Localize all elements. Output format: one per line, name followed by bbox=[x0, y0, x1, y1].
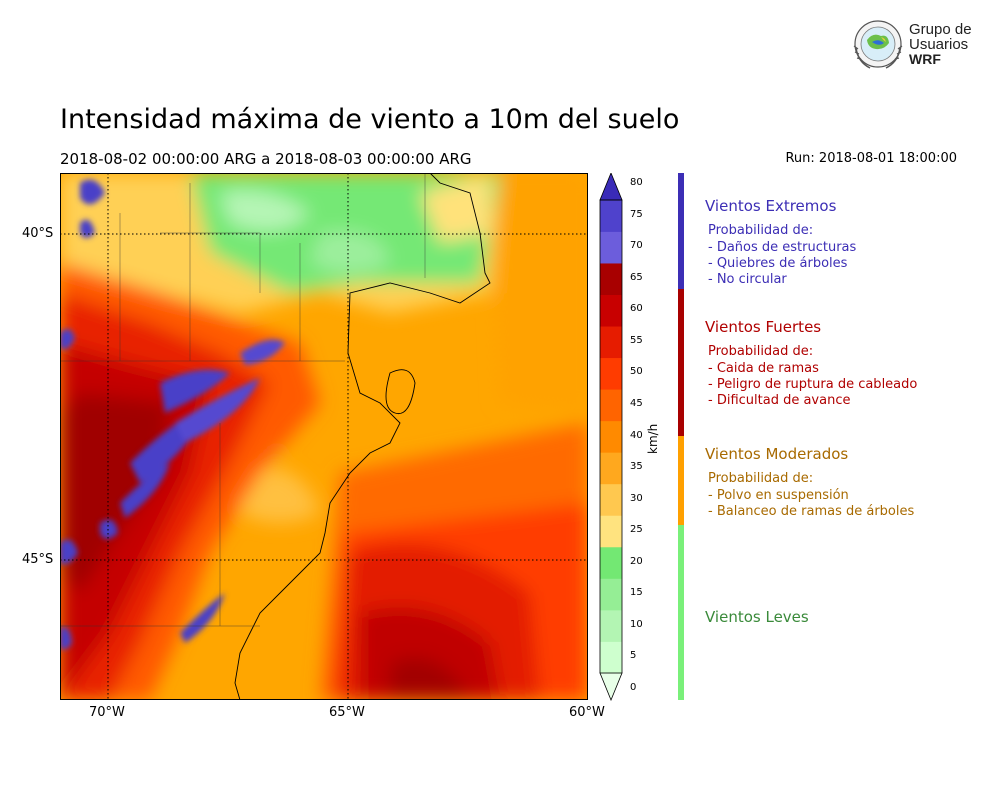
colorbar-band bbox=[600, 231, 622, 264]
colorbar-band bbox=[600, 609, 622, 642]
lon-tick-65w: 65°W bbox=[329, 705, 365, 720]
colorbar-unit-label: km/h bbox=[646, 423, 660, 454]
province-borders bbox=[60, 173, 426, 627]
wrf-logo: Grupo de Usuarios WRF bbox=[848, 16, 978, 74]
colorbar-band bbox=[600, 483, 622, 516]
category-item: - Daños de estructuras bbox=[708, 240, 857, 255]
colorbar-tick-label: 25 bbox=[630, 524, 643, 536]
colorbar-tick-label: 65 bbox=[630, 271, 643, 283]
stripe-moderados bbox=[678, 436, 684, 525]
colorbar-extend-min bbox=[599, 672, 623, 702]
lon-tick-70w: 70°W bbox=[89, 705, 125, 720]
colorbar-extend-max bbox=[599, 171, 623, 201]
extreme-wind-cells bbox=[60, 179, 285, 650]
wind-field bbox=[60, 173, 588, 700]
colorbar-band bbox=[600, 389, 622, 422]
logo-line2: Usuarios bbox=[909, 36, 968, 53]
coastline bbox=[234, 172, 491, 701]
category-item: - Peligro de ruptura de cableado bbox=[708, 377, 918, 392]
colorbar-tick-label: 60 bbox=[630, 303, 643, 315]
forecast-period: 2018-08-02 00:00:00 ARG a 2018-08-03 00:… bbox=[60, 150, 472, 168]
lat-tick-45s: 45°S bbox=[22, 552, 54, 567]
stripe-leves bbox=[678, 525, 684, 700]
lat-tick-40s: 40°S bbox=[22, 226, 54, 241]
colorbar-tick-label: 80 bbox=[630, 177, 643, 189]
category-title-moderados: Vientos Moderados bbox=[705, 445, 849, 463]
colorbar-band bbox=[600, 420, 622, 453]
colorbar-band bbox=[600, 641, 622, 674]
colorbar-tick-label: 0 bbox=[630, 681, 637, 693]
category-item: - Polvo en suspensión bbox=[708, 488, 849, 503]
colorbar-band bbox=[600, 515, 622, 548]
colorbar-band bbox=[600, 452, 622, 485]
stripe-extremos bbox=[678, 173, 684, 289]
map-gridlines bbox=[60, 173, 588, 700]
colorbar bbox=[598, 171, 624, 705]
colorbar-tick-label: 75 bbox=[630, 208, 643, 220]
colorbar-band bbox=[600, 326, 622, 359]
colorbar-tick-label: 10 bbox=[630, 618, 643, 630]
globe-seal-icon: Grupo de Usuarios WRF bbox=[853, 20, 972, 69]
logo-line3: WRF bbox=[909, 51, 941, 67]
lon-tick-60w: 60°W bbox=[569, 705, 605, 720]
colorbar-band bbox=[600, 263, 622, 295]
category-item: - No circular bbox=[708, 272, 787, 287]
colorbar-frame bbox=[599, 199, 623, 674]
category-title-extremos: Vientos Extremos bbox=[705, 197, 837, 215]
colorbar-tick-label: 35 bbox=[630, 461, 643, 472]
run-timestamp: Run: 2018-08-01 18:00:00 bbox=[785, 151, 957, 166]
category-item: - Dificultad de avance bbox=[708, 393, 851, 408]
colorbar-tick-label: 70 bbox=[630, 240, 643, 252]
colorbar-band bbox=[600, 357, 622, 390]
colorbar-tick-label: 55 bbox=[630, 334, 643, 346]
chart-title: Intensidad máxima de viento a 10m del su… bbox=[60, 104, 680, 135]
category-item: - Caida de ramas bbox=[708, 361, 819, 376]
probability-label: Probabilidad de: bbox=[708, 223, 814, 238]
colorbar-tick-label: 50 bbox=[630, 366, 643, 378]
colorbar-tick-label: 30 bbox=[630, 492, 643, 504]
colorbar-band bbox=[600, 294, 622, 327]
colorbar-band bbox=[600, 546, 622, 579]
colorbar-tick-label: 5 bbox=[630, 650, 637, 662]
colorbar-band bbox=[600, 200, 622, 232]
category-stripe bbox=[678, 173, 684, 700]
wind-map bbox=[60, 172, 588, 704]
category-title-leves: Vientos Leves bbox=[705, 608, 809, 626]
probability-label: Probabilidad de: bbox=[708, 471, 814, 486]
colorbar-tick-label: 15 bbox=[630, 587, 643, 599]
colorbar-tick-label: 40 bbox=[630, 429, 643, 441]
colorbar-band bbox=[600, 578, 622, 611]
category-item: - Quiebres de árboles bbox=[708, 256, 848, 271]
category-item: - Balanceo de ramas de árboles bbox=[708, 504, 915, 519]
probability-label: Probabilidad de: bbox=[708, 344, 814, 359]
colorbar-tick-label: 20 bbox=[630, 555, 643, 567]
logo-line1: Grupo de bbox=[909, 21, 972, 38]
colorbar-tick-label: 45 bbox=[630, 398, 643, 409]
stripe-fuertes bbox=[678, 289, 684, 436]
category-title-fuertes: Vientos Fuertes bbox=[705, 318, 822, 336]
